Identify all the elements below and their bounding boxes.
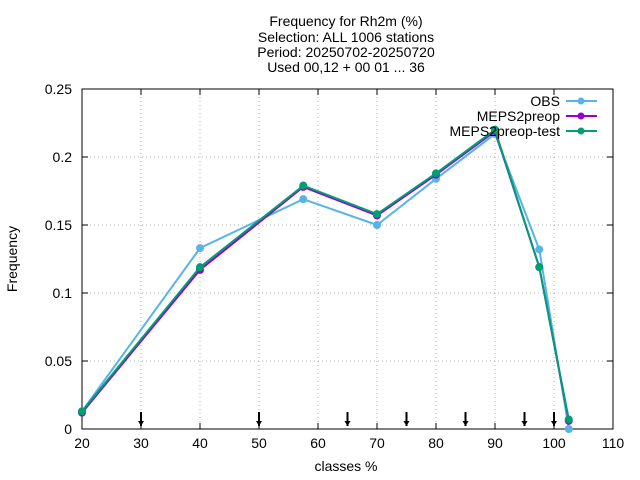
arrow-marker-head [256, 421, 262, 426]
x-axis-title: classes % [314, 458, 377, 474]
series-OBS [78, 129, 573, 433]
series-line [81, 129, 570, 421]
series-line [81, 128, 570, 420]
series-MEPS2preop-test [78, 125, 573, 424]
arrow-marker-head [403, 421, 410, 426]
x-tick-label: 90 [487, 435, 503, 451]
title-line-1: Frequency for Rh2m (%) [269, 13, 422, 29]
data-point [373, 221, 381, 229]
title-line-2: Selection: ALL 1006 stations [258, 29, 434, 45]
y-tick-label: 0.05 [45, 353, 72, 369]
legend-entry: MEPS2preop-test [450, 123, 597, 139]
data-point [373, 210, 381, 219]
y-tick-label: 0.15 [45, 217, 72, 233]
legend-marker [577, 112, 585, 120]
x-tick-label: 40 [192, 435, 208, 451]
data-point [196, 263, 204, 272]
x-tick-label: 20 [74, 435, 90, 451]
x-tick-label: 30 [133, 435, 149, 451]
data-point [196, 244, 204, 253]
axes: 20 30 40 50 60 70 80 90 100 110 0 0.05 0.1 0.15 0.2 0.2… [45, 81, 625, 451]
arrow-marker-head [344, 421, 351, 426]
x-tick-label: 80 [428, 435, 444, 451]
arrow-markers [138, 412, 557, 426]
y-tick-label: 0.1 [53, 285, 73, 301]
x-tick-label: 110 [602, 435, 625, 451]
y-axis-title: Frequency [4, 226, 20, 292]
data-point [564, 425, 573, 433]
legend-marker [577, 127, 585, 135]
title-line-4: Used 00,12 + 00 01 ... 36 [267, 59, 425, 75]
series-line [81, 132, 570, 430]
y-tick-label: 0.25 [45, 81, 72, 97]
y-tick-label: 0 [64, 421, 72, 437]
data-point [432, 169, 440, 178]
arrow-marker-head [462, 421, 469, 426]
data-point [299, 195, 308, 204]
series-lines [78, 125, 573, 433]
legend-entry: MEPS2preop [477, 108, 597, 124]
data-point [78, 407, 86, 416]
data-point [299, 181, 308, 190]
series-MEPS2preop [78, 127, 573, 425]
arrow-marker-head [521, 421, 528, 426]
y-tick-label: 0.2 [53, 149, 73, 165]
arrow-marker-head [551, 421, 557, 426]
plot-frame [81, 88, 614, 430]
arrow-marker-head [138, 421, 144, 426]
x-tick-label: 70 [369, 435, 385, 451]
grid [82, 89, 613, 429]
data-point [535, 245, 544, 254]
legend-marker [577, 97, 585, 105]
chart-title: Frequency for Rh2m (%) Selection: ALL 10… [257, 13, 435, 75]
legend-label: MEPS2preop-test [450, 123, 561, 139]
title-line-3: Period: 20250702-20250720 [257, 44, 435, 60]
legend-entry: OBS [530, 93, 597, 109]
legend-label: MEPS2preop [477, 108, 560, 124]
x-tick-label: 60 [310, 435, 326, 451]
x-tick-label: 50 [251, 435, 267, 451]
legend-label: OBS [530, 93, 560, 109]
x-tick-label: 100 [542, 435, 566, 451]
data-point [535, 263, 544, 272]
data-point [564, 415, 573, 424]
data-point [491, 125, 499, 134]
